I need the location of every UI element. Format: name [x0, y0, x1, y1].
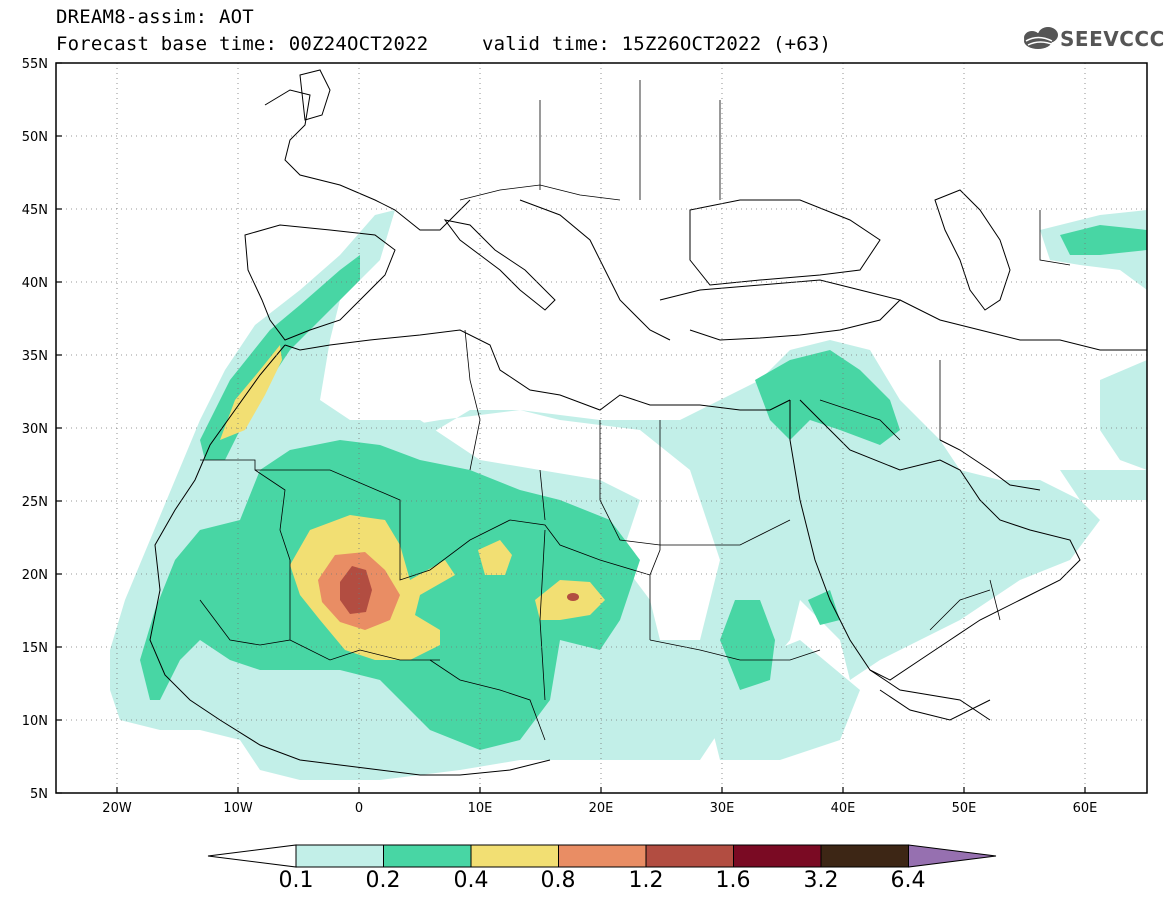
- colorbar-swatch: [295, 844, 384, 868]
- colorbar-label: 3.2: [803, 868, 839, 893]
- colorbar-label: 0.2: [365, 868, 401, 893]
- colorbar-swatch: [558, 844, 647, 868]
- colorbar-low-arrow: [207, 844, 297, 868]
- colorbar: [207, 844, 997, 868]
- lat-label: 35N: [22, 349, 48, 364]
- colorbar-swatch: [383, 844, 472, 868]
- lat-label: 5N: [30, 787, 48, 802]
- lon-label: 20E: [589, 801, 614, 816]
- colorbar-label: 0.1: [278, 868, 314, 893]
- logo-text: SEEVCCC: [1060, 27, 1165, 51]
- lon-label: 10W: [223, 801, 253, 816]
- lon-label: 30E: [710, 801, 735, 816]
- lat-label: 55N: [22, 57, 48, 72]
- colorbar-swatch: [470, 844, 559, 868]
- lat-label: 40N: [22, 276, 48, 291]
- lon-label: 10E: [468, 801, 493, 816]
- lat-label: 45N: [22, 203, 48, 218]
- lat-label: 50N: [22, 130, 48, 145]
- lat-label: 30N: [22, 422, 48, 437]
- coastlines: [149, 69, 1147, 776]
- lon-label: 60E: [1073, 801, 1098, 816]
- lat-label: 10N: [22, 714, 48, 729]
- cloud-icon: [1024, 27, 1058, 49]
- grid: [56, 63, 1147, 793]
- map-title: DREAM8-assim: AOT: [56, 6, 254, 28]
- colorbar-high-arrow: [908, 844, 997, 868]
- lon-label: 50E: [952, 801, 977, 816]
- aot-band-1.2: [340, 566, 579, 614]
- colorbar-label: 0.8: [540, 868, 576, 893]
- lat-label: 25N: [22, 495, 48, 510]
- tick-marks: [56, 62, 1086, 794]
- valid-time: valid time: 15Z26OCT2022 (+63): [482, 33, 832, 55]
- colorbar-swatch: [820, 844, 909, 868]
- lon-label: 0: [355, 801, 363, 816]
- colorbar-swatch: [645, 844, 734, 868]
- lat-label: 20N: [22, 568, 48, 583]
- forecast-base-time: Forecast base time: 00Z24OCT2022: [56, 33, 429, 55]
- colorbar-label: 6.4: [890, 868, 926, 893]
- colorbar-swatch: [733, 844, 822, 868]
- colorbar-label: 0.4: [453, 868, 489, 893]
- lon-label: 40E: [831, 801, 856, 816]
- lon-label: 20W: [102, 801, 132, 816]
- lat-label: 15N: [22, 641, 48, 656]
- colorbar-label: 1.6: [715, 868, 751, 893]
- colorbar-label: 1.2: [628, 868, 664, 893]
- borders: [199, 80, 1071, 741]
